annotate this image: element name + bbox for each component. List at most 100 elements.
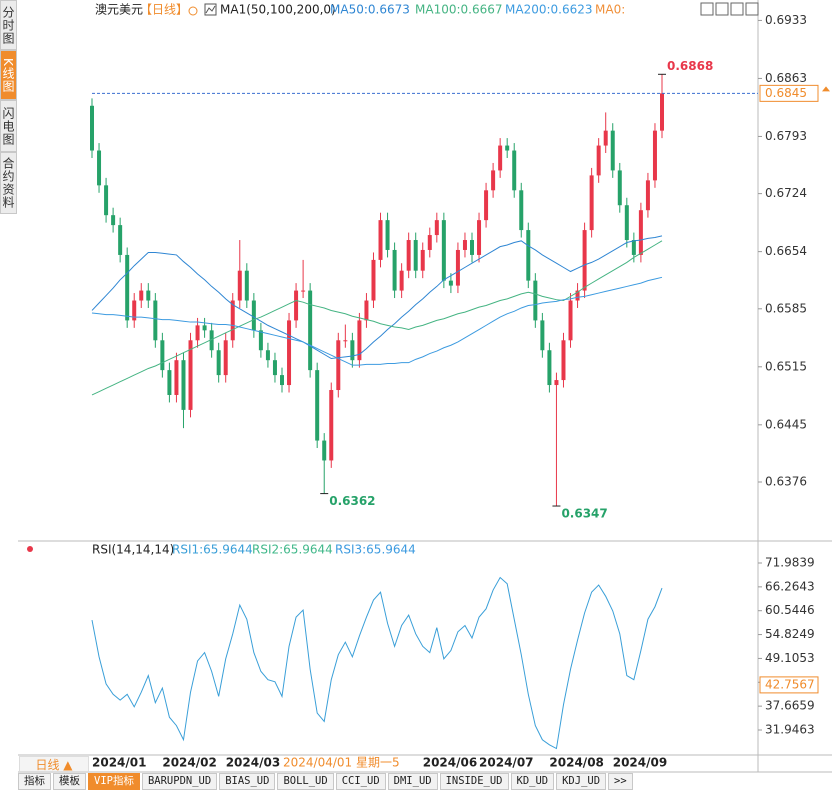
candle-body [230, 300, 235, 341]
icon-button[interactable] [700, 2, 714, 16]
settings-icon[interactable] [188, 6, 198, 16]
side-tab[interactable]: K线图 [0, 50, 17, 100]
candle-body [470, 240, 474, 255]
candle-body [617, 170, 622, 206]
candle-body [202, 325, 207, 331]
candle-body [441, 220, 446, 281]
toolbar-tab[interactable]: 模板 [53, 773, 86, 790]
candle-body [512, 150, 517, 191]
extremum-label: 0.6347 [561, 507, 607, 521]
candle-body [188, 340, 193, 410]
candle-body [448, 280, 453, 286]
last-price-arrow [822, 86, 830, 92]
candle-body [434, 220, 439, 236]
y-tick-label: 66.2643 [765, 579, 815, 593]
candle-body [181, 360, 186, 410]
candle-body [603, 130, 608, 146]
candle-body [301, 290, 306, 292]
legend-label: RSI2:65.9644 [252, 543, 333, 557]
extremum-label: 0.6362 [329, 494, 375, 508]
indicator-icon[interactable] [204, 3, 217, 16]
candle-body [216, 350, 221, 376]
period-label: 【日线】 [140, 3, 188, 17]
toolbar-tab[interactable]: DMI_UD [387, 773, 438, 790]
candle-body [343, 340, 348, 342]
candle-body [589, 175, 594, 231]
last-price-label: 0.6845 [765, 86, 807, 100]
y-tick-label: 0.6515 [765, 359, 807, 373]
x-tick-label: 2024/09 [613, 756, 667, 770]
toolbar-tab[interactable]: >> [608, 773, 633, 790]
rsi-icon[interactable] [27, 546, 33, 552]
candle-body [554, 380, 559, 386]
candle-body [582, 230, 587, 291]
crosshair-date: 2024/04/01 星期一5 [283, 756, 400, 770]
candle-body [125, 254, 130, 321]
toolbar-tab[interactable]: BOLL_UD [277, 773, 334, 790]
toolbar-tab[interactable]: KDJ_UD [556, 773, 607, 790]
x-tick-label: 2024/07 [479, 756, 533, 770]
candle-body [624, 205, 629, 241]
candle-body [540, 320, 545, 351]
period-tab[interactable]: 日线 ▲ [19, 756, 89, 772]
candle-body [533, 280, 538, 321]
y-tick-label: 0.6724 [765, 186, 807, 200]
y-tick-label: 0.6654 [765, 244, 807, 258]
icon-button[interactable] [745, 2, 759, 16]
y-tick-label: 0.6863 [765, 71, 807, 85]
indicator-label: MA1(50,100,200,0) [220, 3, 336, 17]
x-tick-label: 2024/08 [549, 756, 603, 770]
legend-label: MA50:0.6673 [330, 3, 410, 17]
toolbar-tab[interactable]: KD_UD [510, 773, 555, 790]
y-tick-label: 0.6445 [765, 417, 807, 431]
legend-label: RSI1:65.9644 [172, 543, 253, 557]
legend-label: MA0: [595, 3, 625, 17]
candle-body [146, 290, 151, 301]
candle-body [660, 93, 664, 131]
side-tab[interactable]: 闪电图 [0, 100, 17, 152]
crosshair-tag [759, 676, 819, 694]
candle-body [160, 340, 165, 371]
side-tab[interactable]: 合约资料 [0, 152, 17, 214]
toolbar-tab[interactable]: BARUPDN_UD [141, 773, 218, 790]
candle-body [308, 290, 313, 371]
side-tab[interactable]: 分时图 [0, 0, 17, 50]
toolbar-tab[interactable]: VIP指标 [88, 773, 140, 790]
candle-body [427, 235, 432, 250]
extremum-label: 0.6868 [667, 59, 713, 73]
toolbar-tab[interactable]: 指标 [18, 773, 51, 790]
y-tick-label: 0.6585 [765, 301, 807, 315]
candle-body [631, 240, 636, 255]
candle-body [118, 225, 123, 255]
candle-body [378, 220, 383, 260]
candle-body [652, 130, 657, 181]
candle-body [209, 330, 214, 351]
candle-body [336, 340, 341, 391]
legend-label: MA100:0.6667 [415, 3, 503, 17]
candle-body [477, 220, 482, 255]
x-tick-label: 2024/03 [226, 756, 280, 770]
candle-body [174, 360, 179, 395]
candle-body [223, 340, 228, 376]
candle-body [167, 370, 172, 395]
candle-body [413, 240, 418, 271]
y-tick-label: 0.6793 [765, 129, 807, 143]
y-tick-label: 0.6933 [765, 13, 807, 27]
candle-body [139, 290, 144, 301]
toolbar-tab[interactable]: INSIDE_UD [439, 773, 509, 790]
last-price-tag [759, 84, 819, 102]
icon-button[interactable] [730, 2, 744, 16]
candle-body [645, 180, 650, 211]
x-tick-label: 2024/06 [423, 756, 477, 770]
candle-body [399, 270, 404, 291]
icon-button[interactable] [715, 2, 729, 16]
candle-body [561, 340, 566, 381]
toolbar-tab[interactable]: CCI_UD [335, 773, 386, 790]
x-tick-label: 2024/01 [92, 756, 146, 770]
candle-body [104, 185, 109, 216]
candle-body [498, 145, 503, 171]
chart-title: 澳元美元 [95, 3, 143, 17]
toolbar-tab[interactable]: BIAS_UD [219, 773, 276, 790]
crosshair-value-label: 42.7567 [765, 677, 815, 691]
